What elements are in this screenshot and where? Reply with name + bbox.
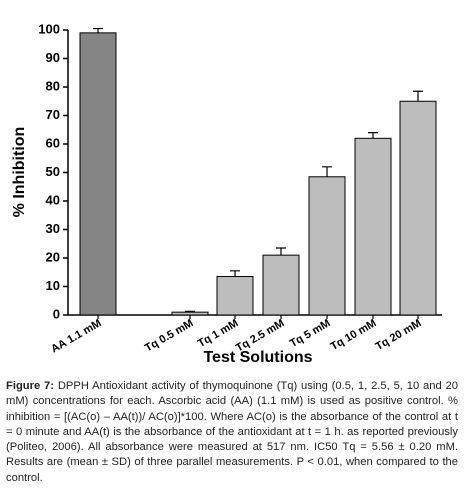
y-tick-label: 90	[46, 50, 60, 65]
error-bar	[413, 90, 423, 102]
x-axis-label: Test Solutions	[203, 349, 312, 366]
x-tick-label: Tq 10 mM	[329, 317, 379, 353]
bar	[308, 176, 346, 316]
bar	[171, 311, 209, 316]
bar	[216, 276, 254, 316]
bar	[399, 100, 437, 316]
x-tick-label: Tq 5 mM	[288, 317, 333, 350]
error-bar	[185, 310, 195, 313]
bar	[354, 137, 392, 316]
x-tick-label: Tq 20 mM	[374, 317, 424, 353]
y-axis-label: % Inhibition	[11, 127, 28, 218]
y-tick-label: 60	[46, 135, 60, 150]
caption-label: Figure 7:	[6, 380, 54, 392]
error-bar	[93, 27, 103, 33]
error-bar	[230, 270, 240, 277]
y-tick-label: 20	[46, 249, 60, 264]
y-tick-label: 10	[46, 278, 60, 293]
y-tick-label: 100	[38, 21, 60, 36]
error-bar	[322, 166, 332, 177]
error-bar	[368, 132, 378, 139]
x-tick-label: AA 1.1 mM	[49, 317, 103, 355]
bar	[262, 254, 300, 316]
y-tick-label: 30	[46, 221, 60, 236]
caption: Figure 7: DPPH Antioxidant activity of t…	[6, 379, 458, 486]
x-tick-label: Tq 0.5 mM	[143, 317, 196, 354]
bar	[79, 32, 117, 316]
y-tick-label: 40	[46, 192, 60, 207]
caption-text: DPPH Antioxidant activity of thymoquinon…	[6, 380, 458, 484]
y-tick-label: 0	[53, 306, 60, 321]
y-tick-label: 70	[46, 107, 60, 122]
chart: % Inhibition Test Solutions 0 10 20 30 40 50 6…	[11, 21, 442, 366]
y-tick-label: 50	[46, 164, 60, 179]
error-bar	[276, 247, 286, 256]
y-tick-label: 80	[46, 78, 60, 93]
